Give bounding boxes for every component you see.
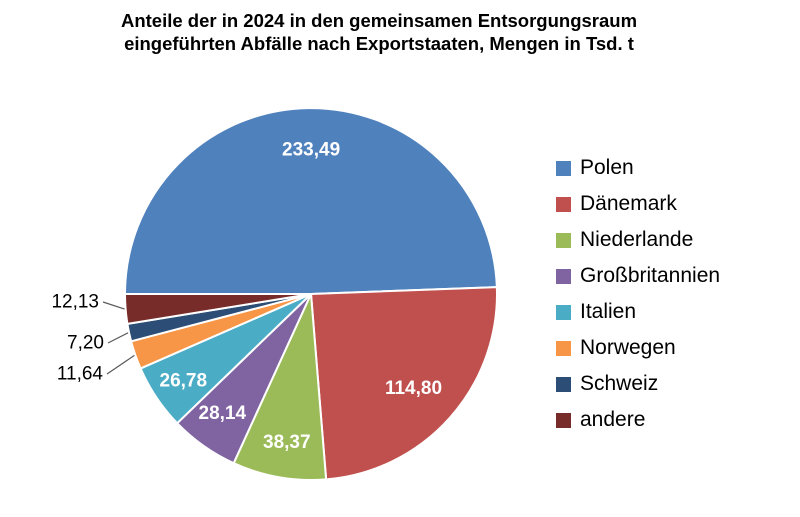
- pie-value-label-grossbritannien: 28,14: [199, 403, 247, 424]
- legend-label-norwegen: Norwegen: [580, 336, 676, 359]
- pie-slice-polen: [124, 107, 498, 295]
- legend-label-italien: Italien: [580, 300, 637, 323]
- legend-item-daenemark: Dänemark: [556, 186, 720, 222]
- pie-value-label-niederlande: 38,37: [263, 432, 311, 453]
- legend-label-polen: Polen: [580, 156, 634, 179]
- chart-title: Anteile der in 2024 in den gemeinsamen E…: [0, 9, 758, 55]
- legend-item-italien: Italien: [556, 294, 720, 330]
- legend-label-andere: andere: [580, 408, 646, 431]
- legend-item-niederlande: Niederlande: [556, 222, 720, 258]
- legend-item-grossbritannien: Großbritannien: [556, 258, 720, 294]
- legend-swatch-grossbritannien: [556, 268, 571, 284]
- pie-value-label-andere: 12,13: [51, 292, 99, 313]
- pie-value-label-polen: 233,49: [282, 139, 340, 160]
- leader-line-andere: [102, 301, 125, 310]
- legend-label-daenemark: Dänemark: [580, 192, 677, 215]
- leader-line-norwegen: [106, 354, 135, 375]
- chart-title-line-1: Anteile der in 2024 in den gemeinsamen E…: [120, 10, 638, 31]
- legend-label-grossbritannien: Großbritannien: [580, 264, 721, 287]
- legend-swatch-andere: [556, 412, 571, 428]
- legend-swatch-norwegen: [556, 340, 571, 356]
- pie-slice-andere: [123, 293, 312, 325]
- chart-title-line-2: eingeführten Abfälle nach Exportstaaten,…: [124, 33, 634, 54]
- legend-label-niederlande: Niederlande: [580, 228, 694, 251]
- legend-item-andere: andere: [556, 402, 720, 438]
- legend-swatch-schweiz: [556, 376, 571, 392]
- leader-line-schweiz: [107, 332, 129, 344]
- legend-item-schweiz: Schweiz: [556, 366, 720, 402]
- legend-swatch-polen: [556, 160, 571, 176]
- legend-swatch-daenemark: [556, 196, 571, 212]
- legend: Polen Dänemark Niederlande Großbritannien It…: [556, 150, 720, 438]
- legend-item-polen: Polen: [556, 150, 720, 186]
- legend-swatch-italien: [556, 304, 571, 320]
- pie-value-label-norwegen: 11,64: [57, 364, 104, 385]
- pie-value-label-italien: 26,78: [160, 370, 208, 391]
- legend-swatch-niederlande: [556, 232, 571, 248]
- pie-slice-niederlande: [232, 293, 328, 481]
- legend-item-norwegen: Norwegen: [556, 330, 720, 366]
- legend-label-schweiz: Schweiz: [580, 372, 659, 395]
- pie-value-label-daenemark: 114,80: [385, 378, 442, 399]
- pie-value-label-schweiz: 7,20: [67, 333, 104, 354]
- pie-slice-daenemark: [310, 286, 498, 481]
